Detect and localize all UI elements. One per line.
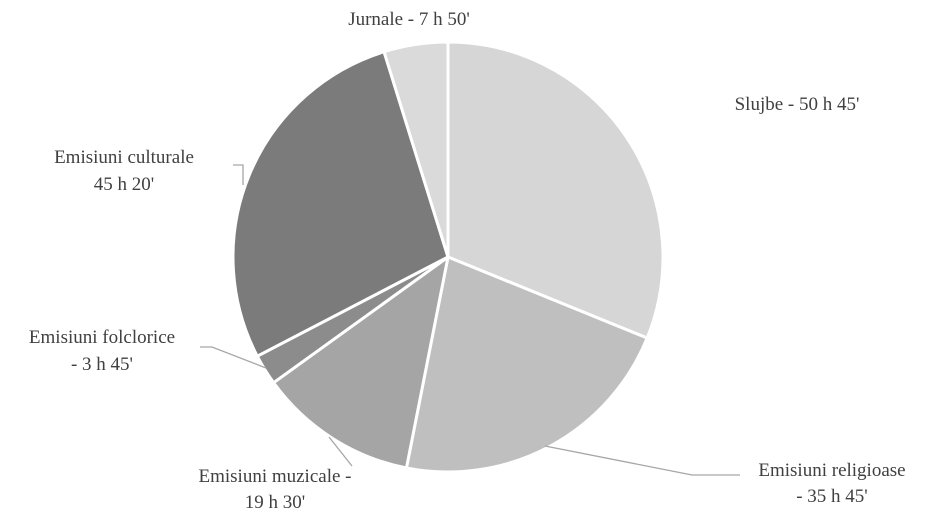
data-labels-layer: Slujbe - 50 h 45' Emisiuni religioase - 35…: [29, 9, 906, 513]
data-label-emisiuni-muzicale-line-2: 19 h 30': [245, 492, 305, 512]
leader-line-emisiuni-culturale: [233, 164, 244, 185]
data-label-emisiuni-culturale-line-2: 45 h 20': [94, 174, 154, 195]
leader-line-emisiuni-muzicale: [328, 436, 353, 467]
data-label-slujbe-50-h-45-line-1: Slujbe - 50 h 45': [735, 94, 860, 115]
leader-line-emisiuni-folclorice: [200, 346, 267, 369]
pie-slice-slujbe-50-h-45: [446, 40, 665, 340]
leader-lines-layer: [200, 164, 740, 476]
data-label-emisiuni-folclorice-line-1: Emisiuni folclorice: [29, 327, 175, 348]
pie-slice-emisiuni-religioase: [404, 255, 649, 474]
data-label-jurnale-7-h-50-line-1: Jurnale - 7 h 50': [348, 9, 470, 30]
pie-slice-emisiuni-muzicale: [272, 255, 450, 470]
pie-slice-emisiuni-culturale: [231, 50, 450, 358]
data-label-emisiuni-muzicale-line-1: Emisiuni muzicale -: [198, 466, 351, 487]
pie-slice-jurnale-7-h-50: [382, 40, 450, 259]
data-label-emisiuni-culturale-line-1: Emisiuni culturale: [54, 147, 194, 168]
data-label-emisiuni-folclorice-line-2: - 3 h 45': [71, 354, 133, 375]
slices-layer: [231, 40, 665, 474]
data-label-emisiuni-religioase-line-2: - 35 h 45': [796, 486, 868, 507]
data-label-emisiuni-religioase-line-1: Emisiuni religioase: [758, 460, 905, 481]
leader-line-emisiuni-religioase: [544, 445, 740, 476]
